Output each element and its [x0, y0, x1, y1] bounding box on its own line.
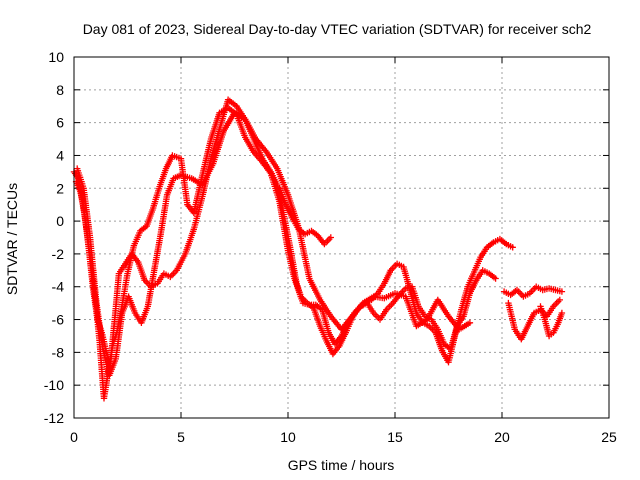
series-track-e: [500, 283, 566, 300]
data-points: [70, 96, 566, 402]
y-tick-label: -12: [44, 410, 64, 426]
x-tick-label: 0: [70, 429, 78, 445]
x-tick-label: 5: [177, 429, 185, 445]
data-point: [556, 296, 563, 304]
x-tick-labels: 0 5 10 15 20 25: [70, 429, 617, 445]
y-tick-label: -6: [52, 312, 65, 328]
data-point: [558, 288, 566, 295]
y-tick-label: 0: [56, 213, 64, 229]
x-tick-label: 15: [387, 429, 403, 445]
plot-frame: [73, 56, 610, 419]
grid-lines: [74, 57, 609, 418]
data-point: [466, 319, 474, 326]
y-axis-title: SDTVAR / TECUs: [4, 183, 20, 295]
y-tick-label: -10: [44, 377, 64, 393]
y-tick-labels: -12 -10 -8 -6 -4 -2 0 2 4 6 8 10: [44, 49, 64, 426]
x-tick-label: 20: [494, 429, 510, 445]
y-tick-label: 10: [48, 49, 64, 65]
y-tick-label: -8: [52, 344, 65, 360]
chart-title: Day 081 of 2023, Sidereal Day-to-day VTE…: [83, 21, 592, 37]
x-axis-title: GPS time / hours: [288, 457, 395, 473]
series-track-f: [505, 296, 563, 343]
x-tick-label: 25: [601, 429, 617, 445]
series-track-d: [276, 185, 334, 248]
y-tick-label: 8: [56, 82, 64, 98]
y-tick-label: 4: [56, 147, 64, 163]
data-point: [492, 275, 499, 282]
y-tick-label: -4: [52, 279, 65, 295]
data-point: [558, 309, 566, 317]
x-tick-label: 10: [280, 429, 296, 445]
series-track-g: [537, 303, 566, 340]
data-point: [327, 234, 334, 241]
tick-marks: [73, 56, 610, 419]
y-tick-label: -2: [52, 246, 65, 262]
y-tick-label: 2: [56, 180, 64, 196]
y-tick-label: 6: [56, 115, 64, 131]
data-point: [509, 244, 516, 251]
